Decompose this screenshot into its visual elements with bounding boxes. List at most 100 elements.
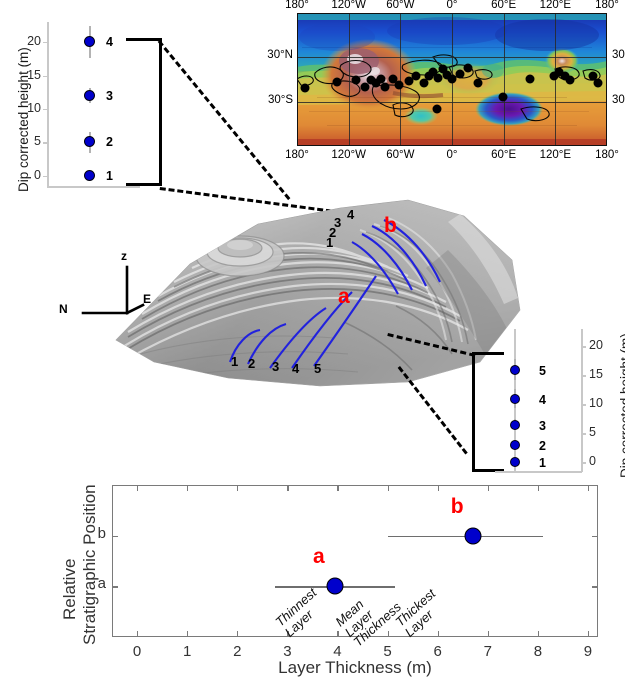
map-marker bbox=[433, 73, 443, 82]
chart-x-tick-label: 1 bbox=[182, 643, 192, 660]
left-plot-tick-label: 5 bbox=[34, 134, 41, 149]
left-plot-tick-label: 15 bbox=[27, 67, 41, 82]
chart-y-axis-label-line1: Relative bbox=[60, 558, 79, 620]
layer-traces-b bbox=[351, 219, 441, 295]
compass-label-z: z bbox=[121, 249, 127, 263]
left-plot-point bbox=[84, 89, 95, 101]
map-lon-label-bottom: 0° bbox=[446, 149, 458, 161]
right-plot-point-label: 2 bbox=[539, 438, 546, 453]
right-plot-tick-label: 0 bbox=[589, 454, 596, 469]
terrain-a-point-label: 1 bbox=[231, 354, 239, 369]
map-border bbox=[297, 13, 607, 146]
chart-x-tick-label: 6 bbox=[433, 643, 442, 660]
chart-y-tick-label: a bbox=[97, 575, 106, 593]
map-marker bbox=[560, 71, 570, 80]
terrain-b-point-label: 1 bbox=[326, 235, 334, 250]
chart-x-tick-label: 4 bbox=[333, 643, 342, 660]
chart-x-tick-mark-top bbox=[237, 485, 239, 491]
terrain-b-point-label: 3 bbox=[334, 215, 342, 230]
terrain-group-label-b: b bbox=[384, 214, 397, 237]
chart-x-tick-mark bbox=[137, 631, 139, 637]
chart-x-tick-mark bbox=[437, 631, 439, 637]
chart-x-tick-label: 0 bbox=[132, 643, 142, 660]
compass-label-e: E bbox=[143, 292, 152, 306]
chart-y-tick-mark-right bbox=[592, 586, 598, 588]
map-marker bbox=[360, 82, 370, 92]
right-bracket-spine bbox=[472, 352, 475, 472]
map-lon-label-bottom: 180° bbox=[595, 149, 619, 161]
map-marker bbox=[498, 92, 508, 102]
chart-data-point bbox=[326, 577, 344, 595]
left-plot-tick-mark bbox=[43, 109, 47, 111]
chart-y-tick-label: b bbox=[97, 524, 106, 542]
chart-x-tick-label: 5 bbox=[383, 643, 392, 660]
right-plot-point-label: 1 bbox=[539, 456, 546, 471]
left-plot-point-label: 3 bbox=[106, 88, 113, 103]
map-lon-label-top: 180° bbox=[595, 0, 619, 11]
map-marker bbox=[442, 70, 452, 80]
chart-point-label: b bbox=[450, 494, 464, 518]
right-plot-y-axis-label: Dip corrected height (m) bbox=[618, 333, 625, 478]
map-lon-label-bottom: 60°E bbox=[491, 149, 517, 161]
terrain-a-point-label: 5 bbox=[314, 361, 322, 376]
map-lon-label-top: 120°E bbox=[539, 0, 572, 11]
right-plot-tick-mark bbox=[582, 462, 586, 464]
right-plot-x-axis-line bbox=[495, 471, 582, 473]
map-marker bbox=[432, 104, 441, 114]
chart-x-tick-mark bbox=[487, 631, 489, 637]
left-plot-point bbox=[84, 136, 95, 148]
map-marker bbox=[388, 74, 398, 84]
chart-x-tick-label: 2 bbox=[233, 643, 242, 660]
chart-annotation: Mean Layer Thickness bbox=[332, 596, 405, 650]
map-marker bbox=[463, 63, 472, 73]
left-plot-point-label: 4 bbox=[106, 35, 113, 50]
right-plot-tick-group: 0 5 10 15 20 bbox=[495, 325, 625, 480]
chart-x-tick-mark bbox=[587, 631, 590, 637]
right-plot-point-group: 1 2 3 4 5 bbox=[495, 325, 625, 480]
right-bracket-bottom-arm bbox=[472, 469, 504, 472]
terrain-a-point-label: 4 bbox=[292, 361, 300, 376]
left-plot-tick-mark bbox=[43, 175, 47, 178]
map-marker bbox=[525, 74, 534, 84]
terrain-relief-image bbox=[115, 199, 521, 387]
chart-x-tick-mark bbox=[237, 631, 239, 637]
map-marker bbox=[376, 74, 386, 84]
map-marker bbox=[565, 75, 575, 84]
map-lon-label-top: 120°W bbox=[331, 0, 366, 11]
map-marker bbox=[447, 74, 457, 84]
chart-x-tick-label: 3 bbox=[283, 643, 292, 660]
right-plot-tick-label: 10 bbox=[589, 396, 603, 411]
map-label-group: 180° 180° 120°W 120°W 60°W 60°W 0° 0° 60°E 60°E 12… bbox=[0, 0, 625, 180]
chart-x-tick-mark-top bbox=[537, 485, 540, 491]
terrain-compass: z N E bbox=[55, 250, 185, 340]
map-marker bbox=[411, 71, 421, 80]
left-plot-tick-label: 10 bbox=[27, 101, 41, 116]
terrain-b-point-label: 4 bbox=[347, 207, 355, 222]
terrain-a-point-label: 3 bbox=[272, 359, 280, 374]
compass-label-n: N bbox=[59, 302, 68, 316]
layer-traces-a bbox=[229, 275, 377, 369]
right-plot-point-label: 4 bbox=[539, 392, 546, 407]
map-marker bbox=[332, 77, 342, 87]
left-plot-tick-group: 0 5 10 15 20 bbox=[0, 0, 160, 200]
chart-x-tick-mark-top bbox=[487, 485, 489, 491]
chart-x-tick-label: 7 bbox=[483, 643, 492, 660]
right-plot-y-axis-line bbox=[581, 329, 583, 472]
map-marker bbox=[424, 71, 434, 81]
right-plot-point bbox=[510, 457, 520, 468]
right-plot-tick-label: 5 bbox=[589, 425, 596, 440]
left-plot-tick-mark bbox=[43, 142, 47, 144]
left-plot-point-label: 1 bbox=[106, 168, 113, 183]
chart-data-point bbox=[464, 527, 482, 545]
left-plot-point bbox=[84, 169, 95, 181]
right-plot-point bbox=[510, 393, 520, 404]
chart-y-tick-mark bbox=[112, 535, 118, 537]
left-plot-point bbox=[84, 36, 95, 48]
right-bracket bbox=[472, 352, 504, 472]
chart-point-label: a bbox=[312, 545, 325, 569]
chart-annotation: Thinnest Layer bbox=[272, 584, 320, 640]
map-marker bbox=[394, 80, 404, 90]
